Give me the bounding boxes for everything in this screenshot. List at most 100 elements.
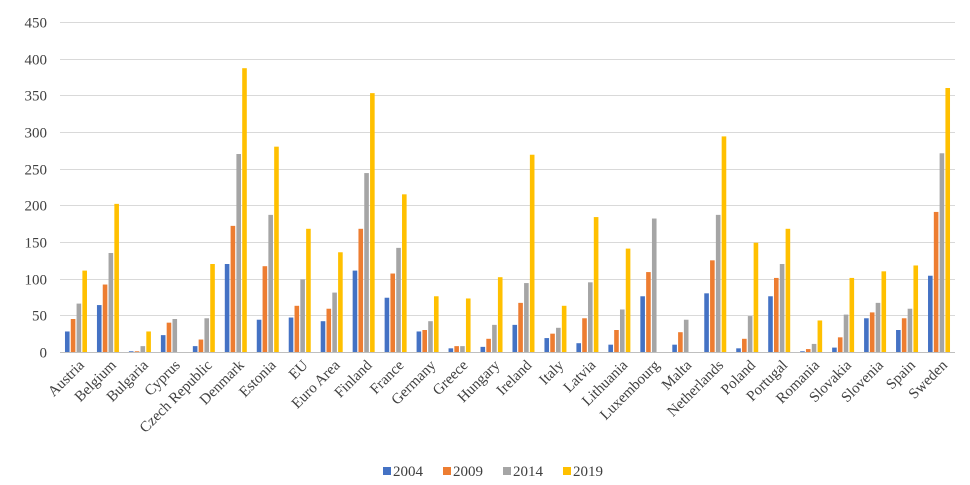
bar-2014-sweden [939, 153, 945, 352]
bar-2014-france [396, 247, 401, 352]
bar-2004-italy [544, 338, 550, 352]
bar-2004-sweden [928, 275, 933, 352]
legend-swatch-2009 [443, 467, 451, 475]
bar-2004-denmark [224, 264, 230, 352]
bar-2019-romania [817, 320, 823, 352]
y-tick-label: 300 [25, 126, 48, 142]
bar-2009-denmark [230, 225, 236, 352]
bar-2014-latvia [588, 282, 593, 352]
bar-2004-france [384, 297, 390, 352]
bar-2004-bulgaria [128, 351, 134, 352]
bar-2019-netherlands [721, 136, 727, 352]
bar-2019-italy [561, 305, 567, 352]
bar-2019-finland [370, 93, 375, 352]
bar-2014-poland [747, 316, 753, 352]
bar-2014-belgium [108, 253, 114, 352]
bar-2019-greece [465, 298, 471, 352]
bar-2009-slovakia [837, 337, 843, 352]
bar-2004-cyprus [160, 335, 166, 352]
x-tick-label: EU [286, 357, 312, 383]
bar-2014-spain [907, 308, 913, 352]
bar-2009-romania [805, 349, 811, 352]
bar-2009-luxembourg [646, 272, 651, 352]
bar-2019-hungary [497, 277, 503, 352]
bar-2019-bulgaria [146, 331, 151, 352]
bar-2004-netherlands [704, 293, 709, 352]
bar-2019-lithuania [625, 248, 631, 352]
y-axis-ticks: 0 50 100 150 200 250 300 350 400 450 [25, 16, 48, 362]
bar-2004-luxembourg [640, 296, 645, 352]
bar-2009-lithuania [614, 330, 619, 352]
bar-2014-greece [460, 346, 465, 352]
bar-2019-slovenia [881, 271, 887, 352]
bar-2009-czech-republic [198, 339, 204, 352]
bar-2004-germany [416, 331, 422, 352]
bar-2004-portugal [768, 296, 773, 352]
bar-2014-luxembourg [651, 218, 657, 352]
bar-2004-austria [64, 331, 70, 352]
bar-2019-portugal [785, 228, 791, 352]
bar-2009-greece [454, 346, 459, 352]
bar-2019-austria [82, 270, 87, 352]
bar-2014-portugal [779, 264, 785, 352]
bar-2019-spain [913, 265, 919, 352]
bar-2009-estonia [262, 266, 268, 352]
bar-2004-latvia [576, 343, 582, 352]
bar-2014-slovenia [875, 302, 881, 352]
bar-2004-lithuania [608, 344, 613, 352]
bar-2004-finland [352, 270, 358, 352]
y-tick-label: 350 [25, 89, 48, 105]
bar-2019-germany [433, 296, 439, 352]
bar-2019-poland [753, 242, 759, 352]
legend-label-2009: 2009 [453, 464, 483, 480]
bar-2009-finland [358, 228, 364, 352]
bar-2014-italy [556, 327, 561, 352]
bar-2009-portugal [774, 277, 779, 352]
y-tick-label: 200 [25, 199, 48, 215]
bar-2004-romania [800, 351, 805, 352]
bar-2019-eu [306, 228, 311, 352]
bar-2009-spain [901, 318, 907, 352]
bar-2009-bulgaria [134, 351, 140, 352]
bar-2009-poland [742, 338, 747, 352]
bar-2019-denmark [242, 68, 247, 352]
bar-2019-sweden [945, 88, 951, 352]
bar-2004-hungary [480, 346, 486, 352]
bar-2019-france [402, 194, 407, 352]
bar-2014-ireland [524, 283, 529, 352]
y-tick-label: 50 [32, 309, 47, 325]
bar-2009-austria [70, 319, 76, 352]
bar-2004-malta [672, 344, 677, 352]
bar-2014-hungary [492, 324, 497, 352]
bar-2019-slovakia [849, 277, 855, 352]
bar-2009-slovenia [869, 312, 875, 352]
bar-2004-slovenia [864, 318, 869, 352]
bar-2009-netherlands [710, 260, 715, 352]
bar-2019-belgium [114, 203, 119, 352]
bar-2014-romania [811, 343, 817, 352]
bar-2019-estonia [274, 146, 279, 352]
bar-2009-ireland [518, 302, 523, 352]
y-tick-label: 250 [25, 163, 48, 179]
bar-2004-belgium [96, 305, 102, 352]
bar-2014-estonia [268, 214, 273, 352]
x-tick-label: Estonia [236, 357, 279, 400]
legend-swatch-2014 [503, 467, 511, 475]
bar-2009-cyprus [166, 322, 172, 352]
legend-label-2019: 2019 [573, 464, 603, 480]
bar-2004-czech-republic [192, 346, 198, 352]
bar-2004-estonia [256, 319, 262, 352]
bar-2009-france [390, 273, 396, 352]
bar-2014-malta [683, 319, 689, 352]
gridlines [60, 22, 955, 353]
bar-2014-slovakia [843, 314, 849, 352]
bar-2014-bulgaria [140, 346, 146, 352]
legend-swatch-2004 [383, 467, 391, 475]
legend-swatch-2019 [563, 467, 571, 475]
bar-2014-euro-area [332, 292, 337, 352]
bar-2009-italy [550, 333, 555, 352]
bar-2009-hungary [486, 338, 491, 352]
y-tick-label: 400 [25, 53, 48, 69]
